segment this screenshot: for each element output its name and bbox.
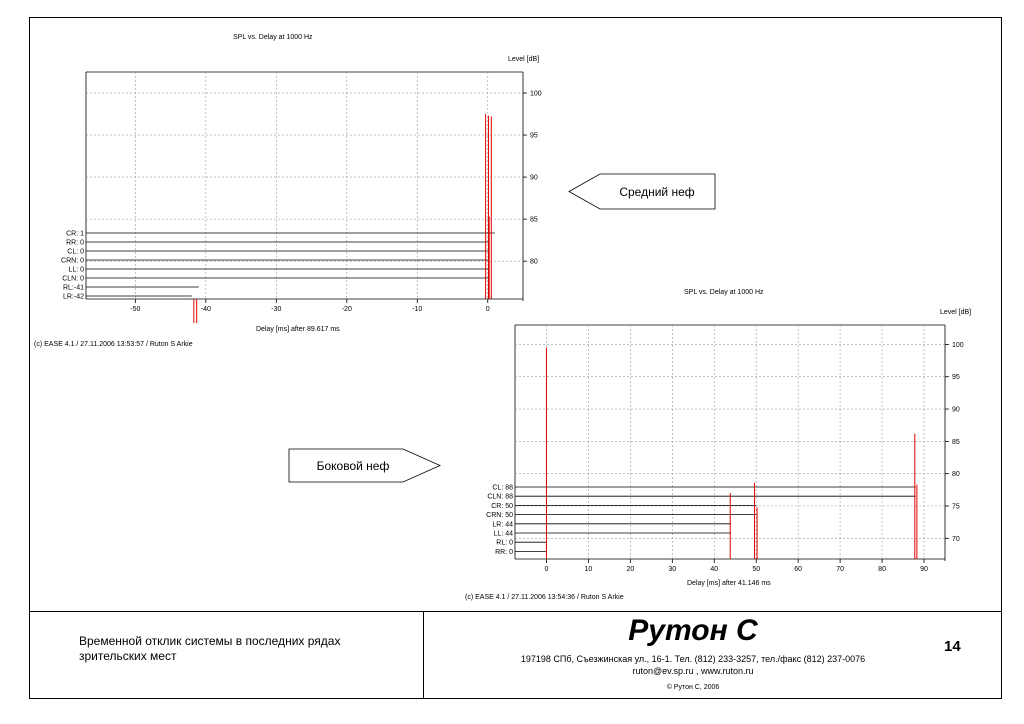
chart1-xlabel: Delay [ms] after 89.617 ms — [256, 326, 340, 333]
chart2-title: SPL vs. Delay at 1000 Hz — [684, 289, 764, 296]
chart1-y-tick-label: 85 — [530, 217, 538, 224]
footer-divider — [29, 611, 1002, 612]
copyright: © Рутон С, 2006 — [666, 684, 720, 691]
chart2-x-tick-label: 0 — [545, 566, 549, 573]
chart1-credit: (c) EASE 4.1 / 27.11.2006 13:53:57 / Rut… — [34, 341, 193, 348]
chart1-y-tick-label: 100 — [530, 91, 542, 98]
chart2-x-tick-label: 70 — [836, 566, 844, 573]
chart1-title: SPL vs. Delay at 1000 Hz — [233, 34, 313, 41]
chart1-x-tick-label: 0 — [486, 306, 490, 313]
chart2-source-label: LL: 44 — [494, 531, 514, 538]
chart2-y-tick-label: 90 — [952, 407, 960, 414]
chart1-y-tick-label: 95 — [530, 133, 538, 140]
chart1-plot: -50 -40 -30 -20 -10 0 80 85 90 95 100 CR: 1 RR: 0 CL:… — [61, 71, 542, 323]
chart2-x-tick-label: 30 — [668, 566, 676, 573]
chart2-x-tick-label: 60 — [794, 566, 802, 573]
chart2-y-tick-label: 80 — [952, 471, 960, 478]
chart2-xlabel: Delay [ms] after 41.146 ms — [687, 580, 771, 587]
chart1-x-tick-label: -10 — [412, 306, 422, 313]
chart2-y-tick-label: 70 — [952, 536, 960, 543]
chart2-source-label: RL: 0 — [496, 540, 513, 547]
chart2-x-tick-label: 20 — [626, 566, 634, 573]
chart1-source-label: LL: 0 — [68, 267, 84, 274]
chart2-source-label: CR: 50 — [491, 503, 513, 510]
chart1-source-label: CRN: 0 — [61, 258, 84, 265]
chart2-plot: 0 10 20 30 40 50 60 70 80 90 70 75 80 85 90 95 100 CL: 88… — [486, 324, 964, 573]
footer-column-divider — [423, 611, 424, 699]
chart2-source-label: RR: 0 — [495, 549, 513, 556]
chart2-x-tick-label: 50 — [752, 566, 760, 573]
chart2-x-tick-label: 40 — [710, 566, 718, 573]
chart2-x-tick-label: 80 — [878, 566, 886, 573]
callout-side-nave: Боковой неф — [288, 448, 441, 483]
slide-caption: Временной отклик системы в последних ряд… — [79, 634, 341, 663]
chart1-source-label: LR:-42 — [63, 294, 84, 301]
chart2-y-tick-label: 95 — [952, 374, 960, 381]
chart1-source-label: RR: 0 — [66, 240, 84, 247]
chart2-ylabel: Level [dB] — [940, 309, 972, 316]
chart2-source-label: LR: 44 — [492, 521, 513, 528]
slide-frame — [29, 17, 1002, 699]
chart1-source-label: CR: 1 — [66, 231, 84, 238]
company-logo: Рутон С — [628, 614, 758, 647]
chart1-x-tick-label: -50 — [130, 306, 140, 313]
chart1-source-label: CL: 0 — [67, 249, 84, 256]
chart2-x-tick-label: 10 — [585, 566, 593, 573]
page-number: 14 — [944, 638, 961, 655]
chart1-y-tick-label: 80 — [530, 259, 538, 266]
chart2-source-label: CRN: 50 — [486, 512, 513, 519]
chart2-y-tick-label: 100 — [952, 342, 964, 349]
chart1-ylabel: Level [dB] — [508, 56, 540, 63]
chart2-source-label: CLN: 88 — [487, 494, 513, 501]
company-contacts: ruton@ev.sp.ru , www.ruton.ru — [632, 666, 754, 676]
callout-side-nave-label: Боковой неф — [317, 459, 390, 473]
chart2-x-tick-label: 90 — [920, 566, 928, 573]
chart1-source-label: CLN: 0 — [62, 276, 84, 283]
chart2-credit: (c) EASE 4.1 / 27.11.2006 13:54:36 / Rut… — [465, 594, 624, 601]
chart1-x-tick-label: -40 — [201, 306, 211, 313]
chart1-y-tick-label: 90 — [530, 175, 538, 182]
chart1-x-tick-label: -20 — [342, 306, 352, 313]
callout-middle-nave: Средний неф — [568, 173, 716, 210]
chart2-source-label: CL: 88 — [492, 485, 513, 492]
chart1-x-tick-label: -30 — [271, 306, 281, 313]
chart1-source-label: RL:-41 — [63, 285, 84, 292]
company-address: 197198 СПб, Съезжинская ул., 16-1. Тел. … — [520, 654, 866, 664]
chart2-y-tick-label: 85 — [952, 439, 960, 446]
chart2-y-tick-label: 75 — [952, 503, 960, 510]
callout-middle-nave-label: Средний неф — [619, 185, 694, 199]
